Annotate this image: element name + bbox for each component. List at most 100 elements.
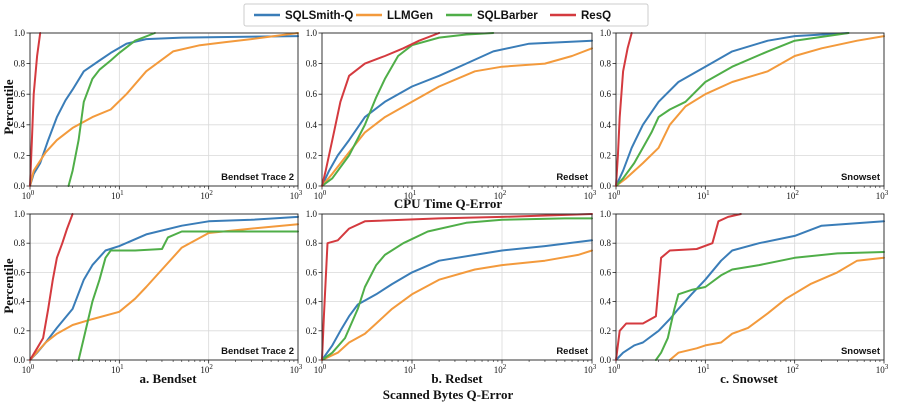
y-tick-label: 0.4 <box>306 120 318 130</box>
series-line-sqlsmith-q <box>29 215 299 361</box>
panel-2: 100 101 102 103 0.0 0.2 0.4 0.6 0.8 1.0 Redset <box>306 28 597 201</box>
y-tick-label: 0.4 <box>600 120 612 130</box>
y-tick-label: 0.4 <box>306 297 318 307</box>
y-tick-label: 0.0 <box>14 181 26 191</box>
y-tick-label: 0.6 <box>600 89 612 99</box>
legend-label-llmgen: LLMGen <box>387 10 433 22</box>
x-tick-label: 102 <box>494 363 507 375</box>
x-tick-label: 101 <box>404 189 417 201</box>
panel-tag-redset: Redset <box>556 172 589 183</box>
legend: SQLSmith-Q LLMGen SQLBarber ResQ <box>243 3 649 27</box>
subplot-label-snowset: c. Snowset <box>720 371 778 386</box>
x-tick-label: 100 <box>314 363 327 375</box>
plot-frame <box>29 32 299 187</box>
panel-tag-snowset: Snowset <box>841 172 881 183</box>
y-tick-label: 1.0 <box>14 28 26 38</box>
series-line-resq <box>615 213 742 361</box>
panel-tag-redset: Redset <box>556 346 589 357</box>
y-tick-label: 0.6 <box>600 267 612 277</box>
series-line-llmgen <box>668 256 885 361</box>
y-tick-label: 0.2 <box>600 150 611 160</box>
series-line-sqlsmith-q <box>321 239 593 361</box>
x-tick-label: 102 <box>786 189 799 201</box>
legend-label-sqlsmith-q: SQLSmith-Q <box>285 10 353 22</box>
series-line-sqlbarber <box>77 230 299 361</box>
y-tick-label: 0.2 <box>14 150 25 160</box>
y-axis-title-row1: Percentile <box>1 79 16 135</box>
y-tick-label: 0.2 <box>14 326 25 336</box>
x-tick-label: 103 <box>876 189 889 201</box>
x-tick-label: 100 <box>22 363 35 375</box>
panel-4: 100 101 102 103 0.0 0.2 0.4 0.6 0.8 1.0 Bendset Tr… <box>14 209 303 375</box>
x-tick-label: 101 <box>111 189 124 201</box>
panel-1: 100 101 102 103 0.0 0.2 0.4 0.6 0.8 1.0 Bendset Tr… <box>14 28 303 201</box>
y-tick-label: 1.0 <box>14 209 26 219</box>
series-line-resq <box>321 32 441 187</box>
y-tick-label: 0.4 <box>600 297 612 307</box>
y-tick-label: 1.0 <box>600 209 612 219</box>
plot-frame <box>615 32 885 187</box>
x-tick-label: 103 <box>290 363 303 375</box>
y-tick-label: 0.0 <box>306 181 318 191</box>
plot-frame <box>321 213 593 361</box>
panel-3: 100 101 102 103 0.0 0.2 0.4 0.6 0.8 1.0 Snowset <box>600 28 889 201</box>
series-line-sqlbarber <box>615 32 850 187</box>
x-tick-label: 103 <box>584 189 597 201</box>
y-tick-label: 0.8 <box>306 59 318 69</box>
y-tick-label: 0.2 <box>306 150 317 160</box>
y-tick-label: 1.0 <box>306 28 318 38</box>
x-axis-title-row1: CPU Time Q-Error <box>394 196 503 211</box>
x-tick-label: 101 <box>697 189 710 201</box>
y-tick-label: 0.2 <box>600 326 611 336</box>
y-tick-label: 0.2 <box>306 326 317 336</box>
y-tick-label: 0.8 <box>600 238 612 248</box>
y-tick-label: 1.0 <box>306 209 318 219</box>
legend-label-resq: ResQ <box>581 10 611 22</box>
series-line-resq <box>29 32 42 187</box>
series-line-llmgen <box>321 249 593 361</box>
y-tick-label: 0.6 <box>306 89 318 99</box>
series-line-resq <box>321 213 593 361</box>
series-line-llmgen <box>321 47 593 187</box>
y-tick-label: 0.4 <box>14 120 26 130</box>
x-tick-label: 100 <box>608 189 621 201</box>
x-axis-title-row2: Scanned Bytes Q-Error <box>383 387 514 402</box>
subplot-label-redset: b. Redset <box>431 371 483 386</box>
series-line-sqlbarber <box>654 251 885 361</box>
x-tick-label: 102 <box>200 189 213 201</box>
y-tick-label: 0.0 <box>600 355 612 365</box>
x-tick-label: 101 <box>404 363 417 375</box>
series-line-resq <box>29 213 74 361</box>
panel-tag-bendset-trace-2: Bendset Trace 2 <box>221 172 294 183</box>
x-tick-label: 102 <box>786 363 799 375</box>
x-tick-label: 100 <box>22 189 35 201</box>
panel-5: 100 101 102 103 0.0 0.2 0.4 0.6 0.8 1.0 Redset <box>306 209 597 375</box>
subplot-label-bendset: a. Bendset <box>139 371 197 386</box>
x-tick-label: 100 <box>608 363 621 375</box>
x-tick-label: 103 <box>876 363 889 375</box>
x-tick-label: 103 <box>584 363 597 375</box>
y-tick-label: 0.4 <box>14 297 26 307</box>
series-line-sqlsmith-q <box>615 32 850 187</box>
plot-frame <box>321 32 593 187</box>
y-tick-label: 0.8 <box>14 59 26 69</box>
plot-frame <box>615 213 885 361</box>
series-line-sqlbarber <box>67 32 156 187</box>
y-tick-label: 1.0 <box>600 28 612 38</box>
series-line-resq <box>615 32 633 187</box>
legend-label-sqlbarber: SQLBarber <box>477 10 538 22</box>
x-tick-label: 100 <box>314 189 327 201</box>
series-line-sqlbarber <box>321 217 593 361</box>
x-tick-label: 102 <box>494 189 507 201</box>
series-line-llmgen <box>615 35 885 187</box>
y-tick-label: 0.8 <box>600 59 612 69</box>
y-tick-label: 0.6 <box>14 267 26 277</box>
y-axis-title-row2: Percentile <box>1 258 16 314</box>
plot-frame <box>29 213 299 361</box>
y-tick-label: 0.8 <box>306 238 318 248</box>
y-tick-label: 0.0 <box>14 355 26 365</box>
y-tick-label: 0.0 <box>306 355 318 365</box>
series-line-llmgen <box>29 223 299 361</box>
